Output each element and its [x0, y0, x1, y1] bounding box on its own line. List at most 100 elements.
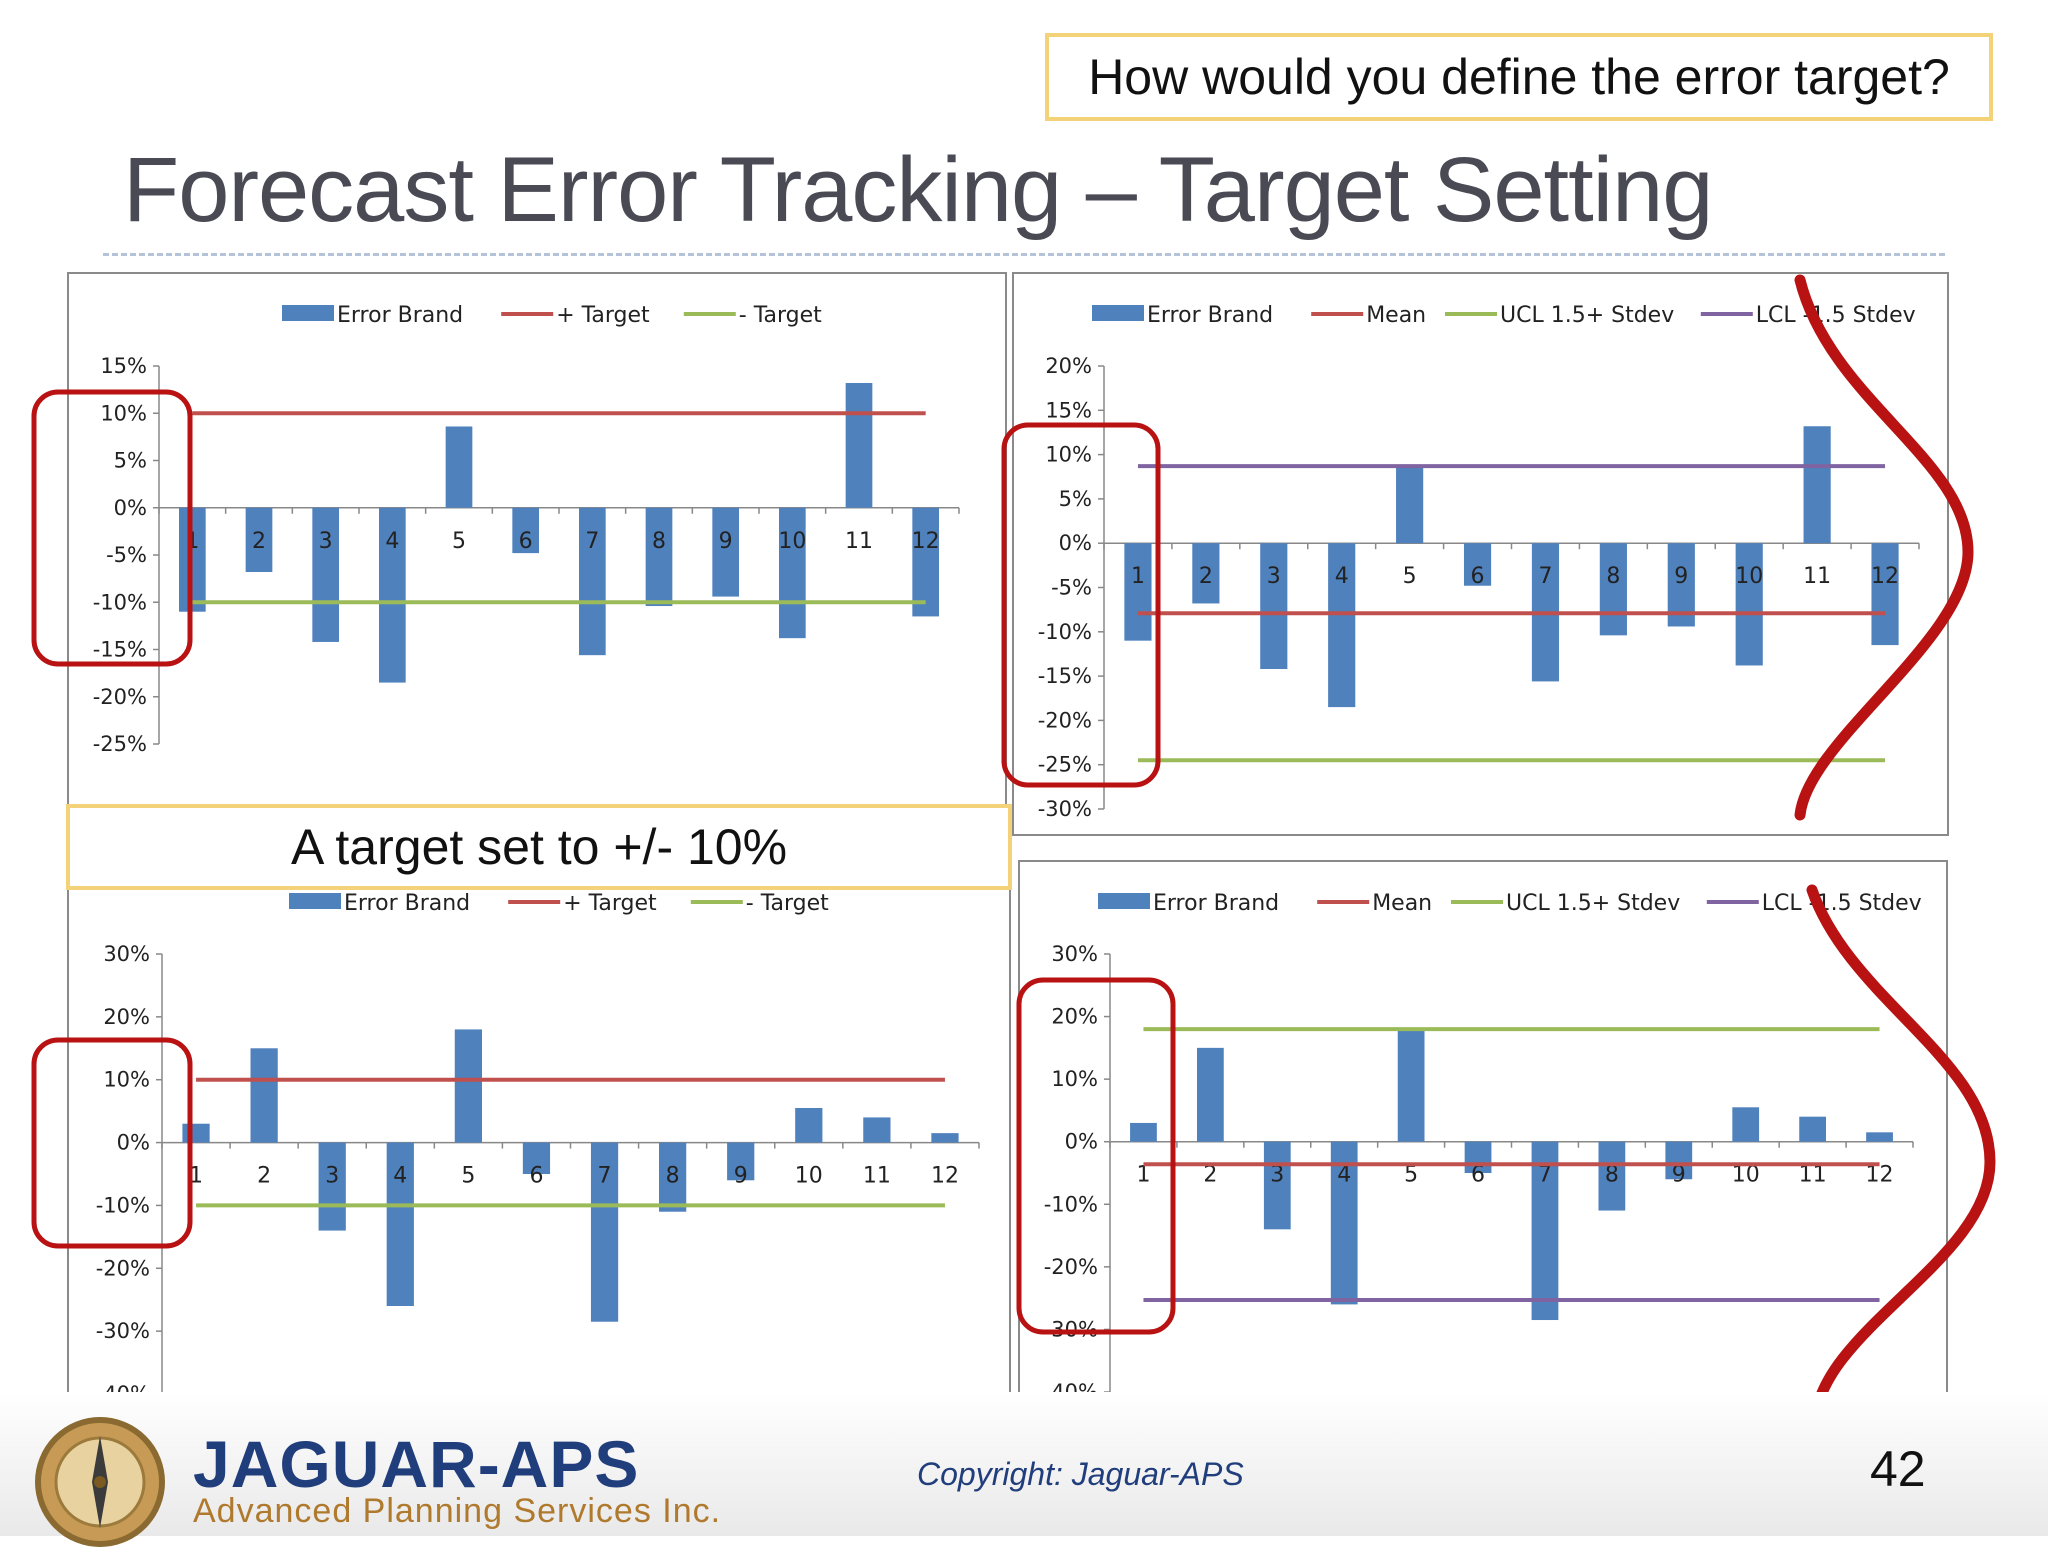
x-tick-label: 5 — [1403, 564, 1417, 589]
x-tick-label: 9 — [1674, 564, 1688, 589]
legend-label: - Target — [739, 303, 822, 328]
x-tick-label: 6 — [519, 529, 533, 554]
y-tick-label: 5% — [1059, 487, 1092, 511]
bar-12 — [912, 507, 939, 617]
x-tick-label: 12 — [1866, 1163, 1894, 1188]
bar-5 — [1397, 1029, 1425, 1142]
y-tick-label: -20% — [1038, 708, 1092, 732]
legend-label: LCL -1.5 Stdev — [1762, 891, 1922, 916]
bar-4 — [386, 1142, 414, 1306]
question-callout: How would you define the error target? — [1045, 33, 1993, 121]
bar-8 — [1599, 543, 1627, 636]
bar-8 — [645, 507, 673, 607]
legend-entry: Error Brand — [1098, 891, 1279, 916]
y-tick-label: 0% — [114, 496, 147, 520]
x-tick-label: 7 — [598, 1164, 612, 1189]
page-number: 42 — [1870, 1441, 1926, 1497]
bar-11 — [845, 383, 873, 508]
bar-7 — [579, 507, 606, 656]
legend-label: LCL -1.5 Stdev — [1756, 303, 1916, 328]
bar-2 — [1192, 543, 1220, 604]
bar-12 — [931, 1133, 959, 1143]
x-tick-label: 3 — [1267, 564, 1281, 589]
legend-entry: Mean — [1317, 891, 1432, 916]
bar-9 — [712, 507, 739, 597]
y-tick-label: -25% — [1038, 753, 1092, 777]
x-tick-label: 1 — [189, 1164, 203, 1189]
bar-6 — [1464, 1141, 1492, 1173]
bar-9 — [727, 1142, 755, 1181]
bar-6 — [522, 1142, 551, 1174]
x-tick-label: 4 — [393, 1164, 407, 1189]
legend-label: Error Brand — [344, 891, 470, 916]
bar-11 — [1799, 1116, 1827, 1142]
y-tick-label: 30% — [103, 942, 150, 966]
x-tick-label: 2 — [1203, 1163, 1217, 1188]
y-tick-label: 20% — [1045, 354, 1092, 378]
legend-entry: Error Brand — [282, 303, 463, 328]
x-tick-label: 4 — [1335, 564, 1349, 589]
chart-svg: 15%10%5%0%-5%-10%-15%-20%-25%1 2 3 4 5 6 7 8 9 10… — [93, 303, 960, 756]
legend-label: UCL 1.5+ Stdev — [1500, 303, 1674, 328]
x-tick-label: 7 — [1538, 564, 1552, 589]
x-tick-label: 12 — [931, 1164, 959, 1189]
x-tick-label: 10 — [1732, 1163, 1760, 1188]
x-tick-label: 11 — [863, 1164, 891, 1189]
y-tick-label: 0% — [1059, 531, 1092, 555]
y-tick-label: -20% — [93, 685, 147, 709]
x-tick-label: 6 — [1471, 564, 1485, 589]
copyright: Copyright: Jaguar-APS — [917, 1456, 1244, 1492]
y-tick-label: -30% — [96, 1319, 150, 1343]
y-tick-label: -30% — [1044, 1317, 1098, 1341]
legend-swatch — [289, 893, 341, 909]
y-tick-label: 10% — [1051, 1067, 1098, 1091]
bar-8 — [659, 1142, 687, 1212]
legend-swatch — [282, 305, 334, 321]
y-tick-label: -10% — [1038, 620, 1092, 644]
bar-9 — [1665, 1141, 1693, 1180]
x-tick-label: 8 — [652, 529, 666, 554]
x-tick-label: 2 — [1199, 564, 1213, 589]
footer-band — [0, 1392, 2048, 1536]
x-tick-label: 10 — [795, 1164, 823, 1189]
legend-entry: + Target — [501, 303, 650, 328]
x-tick-label: 11 — [1799, 1163, 1827, 1188]
y-tick-label: -10% — [96, 1193, 150, 1217]
legend-entry: UCL 1.5+ Stdev — [1451, 891, 1680, 916]
bar-10 — [779, 507, 806, 639]
bar-2 — [250, 1048, 278, 1143]
x-tick-label: 7 — [1538, 1163, 1552, 1188]
bar-11 — [1803, 426, 1831, 544]
bar-6 — [1463, 543, 1492, 586]
y-tick-label: -10% — [1044, 1192, 1098, 1216]
chart-target-top-left: 15% 10% 5% 0% -5% -10% -15% -20% -25% 1 2 3 4 5 6 7 8 9 10… — [67, 272, 1007, 817]
x-tick-label: 4 — [1337, 1163, 1351, 1188]
legend-label: + Target — [556, 303, 650, 328]
legend-label: Mean — [1372, 891, 1432, 916]
chart-control-limits-bottom-right: 30%20%10%0%-10%-20%-30%-40%1234567891011… — [1018, 860, 1948, 1420]
x-tick-label: 12 — [912, 529, 940, 554]
y-tick-label: 20% — [103, 1005, 150, 1029]
legend-label: Mean — [1366, 303, 1426, 328]
bar-5 — [445, 426, 473, 508]
x-tick-label: 6 — [1471, 1163, 1485, 1188]
bar-4 — [1330, 1141, 1358, 1305]
y-tick-label: 0% — [117, 1131, 150, 1155]
legend-entry: LCL -1.5 Stdev — [1706, 891, 1922, 916]
legend-entry: UCL 1.5+ Stdev — [1445, 303, 1674, 328]
x-tick-label: 1 — [185, 529, 199, 554]
bar-3 — [1260, 543, 1288, 670]
x-tick-label: 5 — [1404, 1163, 1418, 1188]
chart-target-bottom-left: 30%20%10%0%-10%-20%-30%-40%1234567891011… — [67, 860, 1011, 1420]
bar-3 — [312, 507, 339, 642]
bar-12 — [1866, 1132, 1893, 1142]
x-tick-label: 1 — [1136, 1163, 1150, 1188]
x-tick-label: 11 — [1803, 564, 1831, 589]
x-tick-label: 8 — [1606, 564, 1620, 589]
bar-10 — [795, 1108, 823, 1143]
title-divider — [103, 253, 1945, 256]
bar-10 — [1735, 543, 1763, 666]
y-tick-label: -5% — [1051, 576, 1092, 600]
x-tick-label: 3 — [325, 1164, 339, 1189]
bar-1 — [179, 507, 206, 612]
